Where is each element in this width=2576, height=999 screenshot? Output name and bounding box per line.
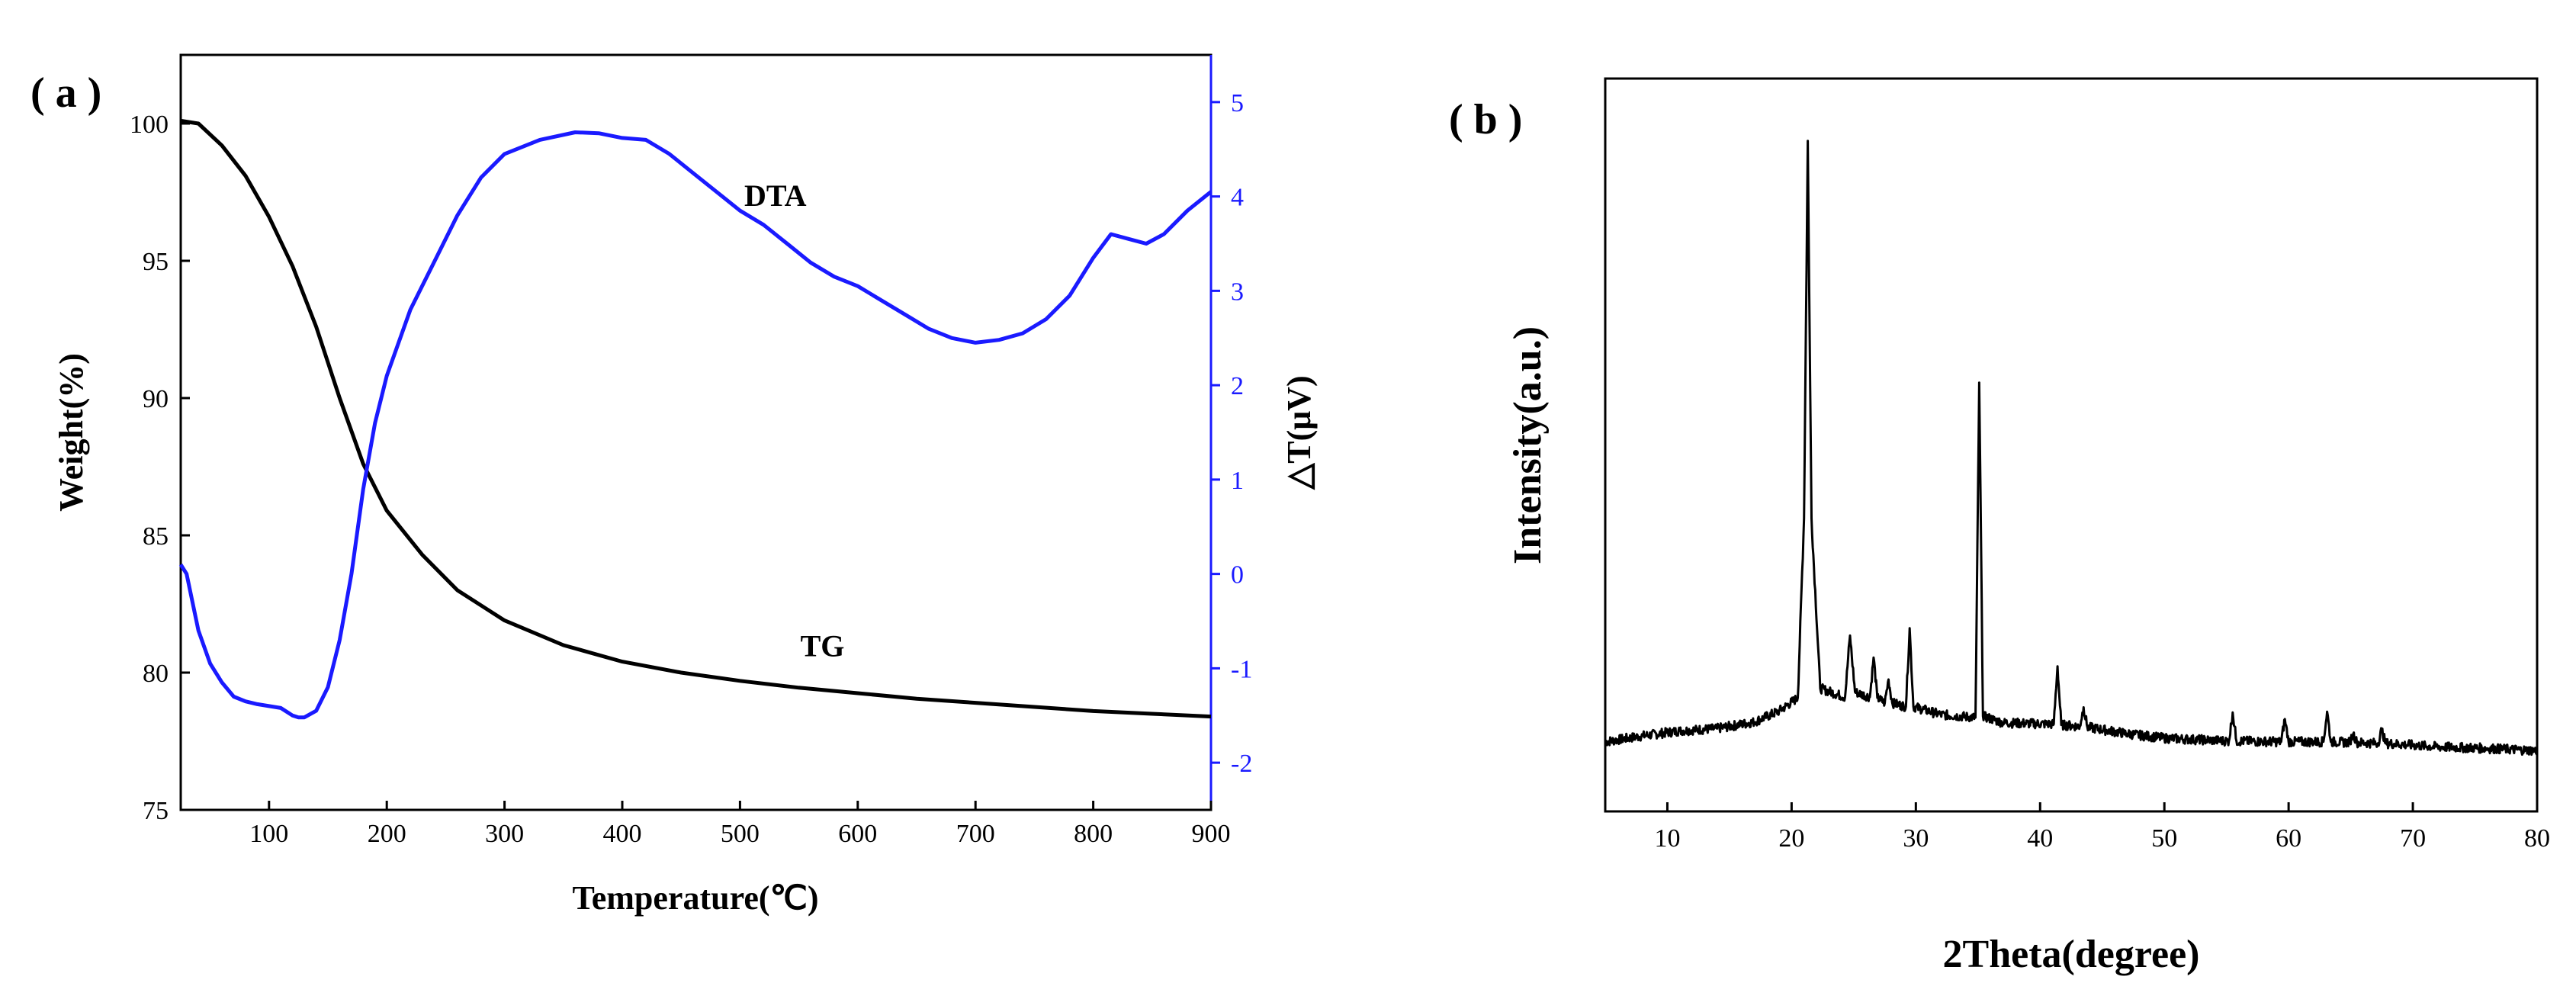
- x-tick-label-a-7: 800: [1074, 820, 1113, 848]
- x-tick-label-a-3: 400: [603, 820, 642, 848]
- series-line-tg: [180, 118, 1212, 719]
- y2-axis-title-a: △T(μV): [1280, 375, 1318, 490]
- y2-tick-label-a-2: 0: [1231, 561, 1244, 589]
- x-tick-label-a-4: 500: [721, 820, 760, 848]
- y2-tick-label-a-5: 3: [1231, 278, 1244, 306]
- chart-b: ( b ) 10 20 30 40 50 60 70 80 2Theta(degree) In…: [1449, 77, 2550, 976]
- x-axis-ticks-a: 100 200 300 400 500 600 700 800 900: [249, 801, 1231, 848]
- panel-label-b: ( b ): [1449, 96, 1522, 143]
- y2-tick-label-a-4: 2: [1231, 372, 1244, 400]
- x-tick-label-a-2: 300: [485, 820, 524, 848]
- x-axis-ticks-b: 10 20 30 40 50 60 70 80: [1654, 802, 2550, 853]
- y-axis-ticks-a: 75 80 85 90 95 100: [130, 111, 190, 825]
- x-tick-label-b-3: 40: [2027, 824, 2053, 853]
- x-tick-label-b-6: 70: [2400, 824, 2426, 853]
- x-tick-label-a-8: 900: [1192, 820, 1231, 848]
- annotation-dta: DTA: [744, 178, 807, 213]
- series-line-dta: [178, 130, 1213, 720]
- plot-frame-a: [179, 53, 1213, 811]
- x-tick-label-b-2: 30: [1903, 824, 1929, 853]
- annotation-tg: TG: [801, 628, 845, 663]
- plot-frame-b: [1604, 77, 2539, 813]
- y2-tick-label-a-1: -1: [1231, 655, 1252, 683]
- y2-tick-label-a-6: 4: [1231, 184, 1244, 212]
- y-tick-label-a-5: 100: [130, 111, 169, 139]
- y-tick-label-a-3: 90: [143, 385, 169, 413]
- chart-a: ( a ) 100 200 300 400 500 600 700 800 900 758085…: [31, 53, 1318, 917]
- y2-tick-label-a-3: 1: [1231, 467, 1244, 495]
- x-tick-label-a-5: 600: [838, 820, 877, 848]
- x-tick-label-a-1: 200: [368, 820, 406, 848]
- y-tick-label-a-4: 95: [143, 248, 169, 276]
- y2-tick-label-a-0: -2: [1231, 750, 1252, 778]
- y-axis-title-b: Intensity(a.u.): [1506, 326, 1550, 564]
- x-tick-label-b-1: 20: [1778, 824, 1804, 853]
- x-tick-label-a-6: 700: [956, 820, 995, 848]
- y-tick-label-a-1: 80: [143, 660, 169, 688]
- y-tick-label-a-0: 75: [143, 797, 169, 825]
- y-axis-title-a: Weight(%): [53, 353, 90, 512]
- panel-label-a: ( a ): [31, 69, 101, 117]
- y2-axis-ticks-a: -2 -1 0 1 2 3 4 5: [1211, 89, 1252, 778]
- x-tick-label-b-4: 50: [2151, 824, 2177, 853]
- y-tick-label-a-2: 85: [143, 522, 169, 551]
- x-tick-label-b-7: 80: [2524, 824, 2550, 853]
- series-line-xrd: [1604, 140, 2539, 756]
- x-tick-label-b-0: 10: [1654, 824, 1680, 853]
- x-tick-label-b-5: 60: [2276, 824, 2301, 853]
- x-axis-title-b: 2Theta(degree): [1943, 933, 2200, 976]
- x-tick-label-a-0: 100: [249, 820, 288, 848]
- x-axis-title-a: Temperature(℃): [572, 879, 818, 917]
- y2-tick-label-a-7: 5: [1231, 89, 1244, 117]
